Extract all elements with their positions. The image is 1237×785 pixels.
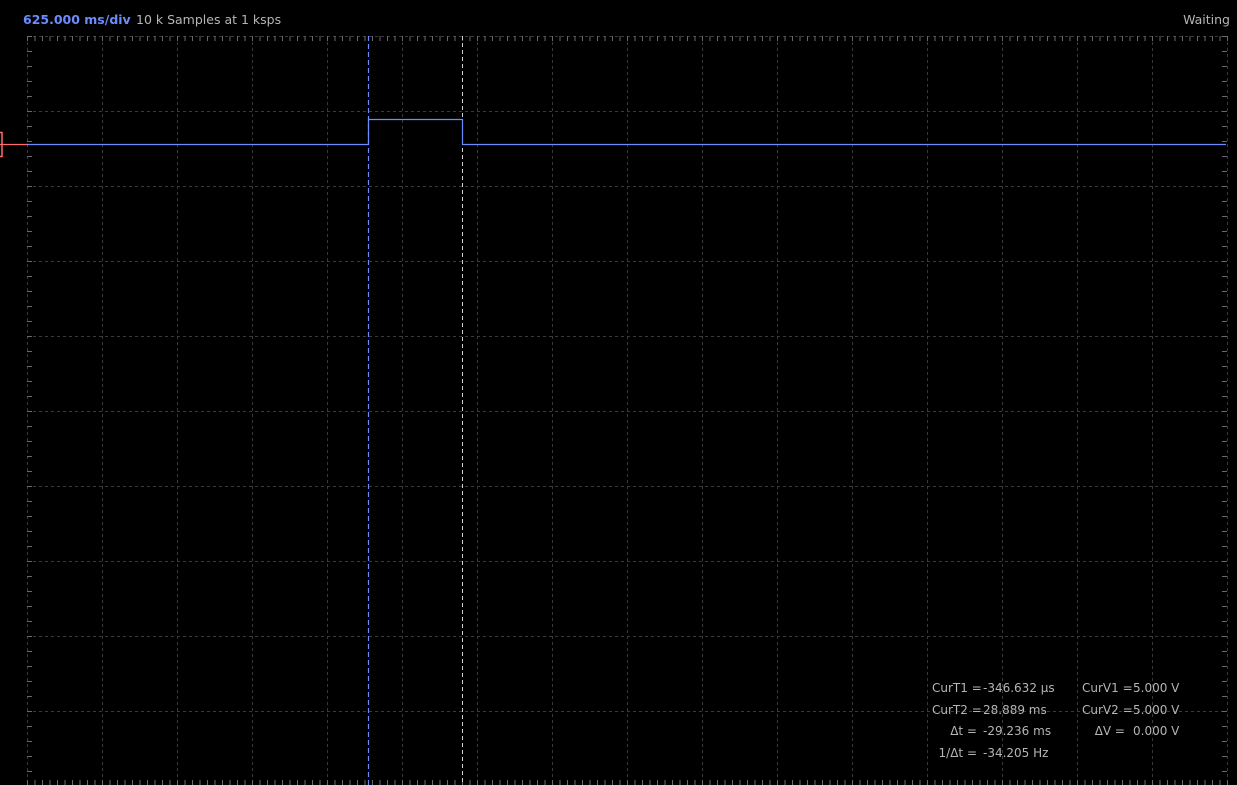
graticule-ticks — [27, 36, 1228, 785]
timebase-label[interactable]: 625.000 ms/div — [23, 12, 131, 27]
top-status-bar: 625.000 ms/div 10 k Samples at 1 ksps Wa… — [0, 0, 1237, 36]
channel-1-trace — [27, 118, 1226, 146]
acquisition-status: Waiting — [1183, 12, 1230, 27]
graticule-grid — [27, 36, 1228, 785]
channel-1-offset-marker[interactable] — [0, 131, 28, 158]
acquisition-info: 10 k Samples at 1 ksps — [136, 12, 282, 27]
